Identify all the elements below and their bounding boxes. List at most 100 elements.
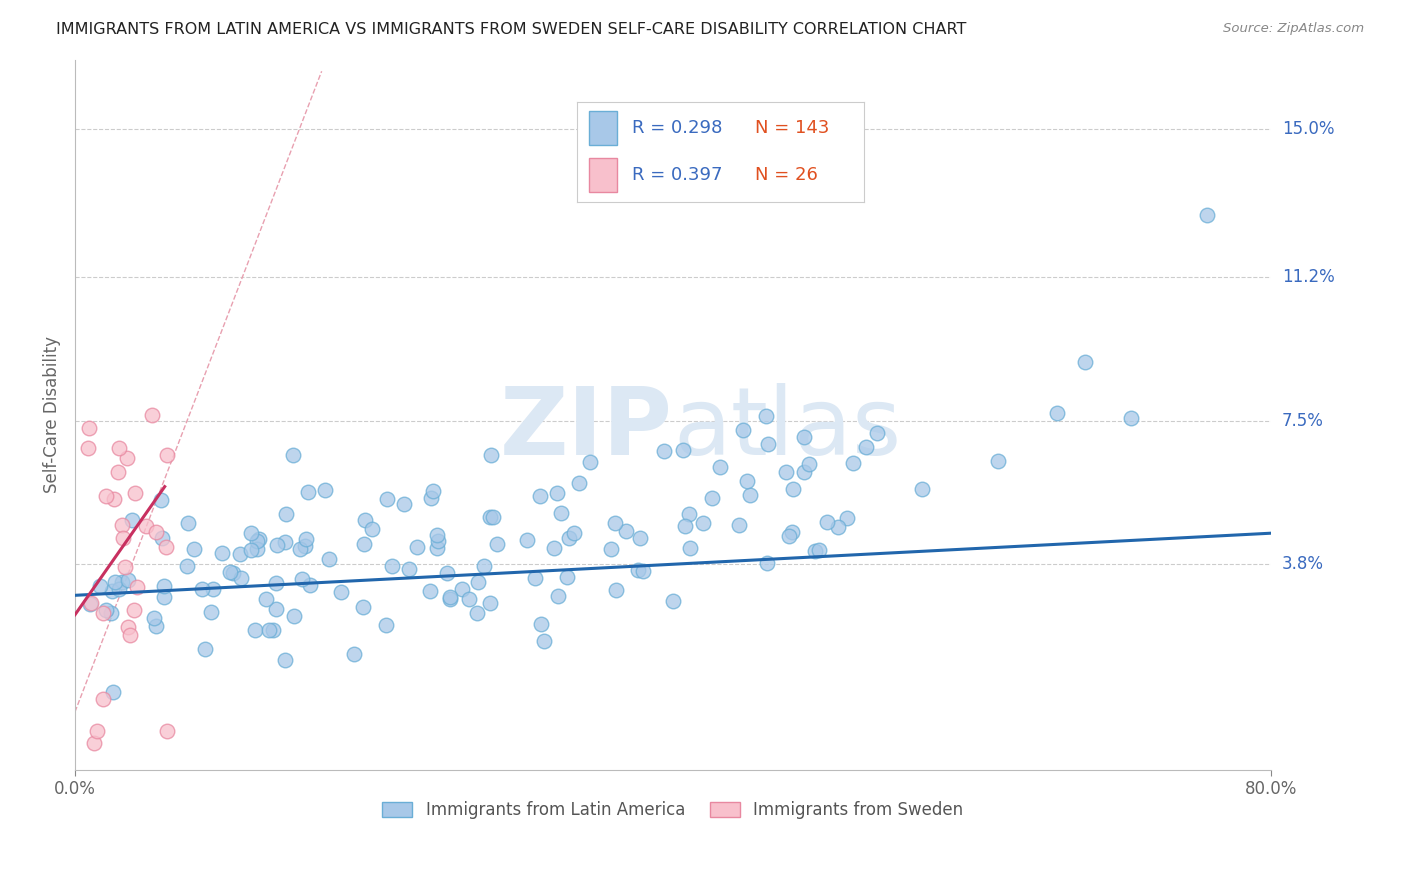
Point: [101, 583, 124, 598]
Point: [101, 685, 124, 699]
Point: [117, 620, 139, 634]
Point: [780, 524, 803, 539]
Point: [439, 591, 461, 605]
Point: [439, 592, 461, 607]
Point: [855, 440, 877, 454]
Text: ZIP: ZIP: [501, 383, 673, 475]
Point: [152, 531, 174, 545]
Point: [153, 590, 176, 604]
Point: [375, 491, 398, 506]
Point: [479, 448, 502, 462]
Point: [222, 566, 245, 580]
Point: [211, 546, 233, 560]
Point: [458, 592, 481, 607]
Point: [283, 608, 305, 623]
Point: [1119, 410, 1142, 425]
Point: [578, 455, 600, 469]
Point: [155, 448, 177, 462]
Point: [603, 516, 626, 530]
Text: 3.8%: 3.8%: [1282, 555, 1324, 574]
Point: [117, 573, 139, 587]
Point: [797, 458, 820, 472]
Point: [481, 509, 503, 524]
Point: [671, 443, 693, 458]
Point: [562, 525, 585, 540]
Point: [352, 600, 374, 615]
Point: [755, 409, 778, 423]
Point: [314, 483, 336, 498]
Point: [547, 589, 569, 603]
Point: [246, 534, 269, 549]
Point: [297, 484, 319, 499]
Point: [614, 524, 637, 538]
Legend: Immigrants from Latin America, Immigrants from Sweden: Immigrants from Latin America, Immigrant…: [375, 794, 970, 826]
Point: [835, 511, 858, 525]
Point: [1074, 355, 1097, 369]
Point: [135, 519, 157, 533]
Point: [94, 603, 117, 617]
Point: [76, 441, 98, 455]
Point: [543, 541, 565, 555]
Point: [343, 647, 366, 661]
Point: [156, 724, 179, 739]
Point: [738, 488, 761, 502]
Point: [546, 485, 568, 500]
Point: [911, 482, 934, 496]
Point: [775, 465, 797, 479]
Point: [295, 533, 318, 547]
Point: [274, 653, 297, 667]
Point: [793, 466, 815, 480]
Point: [91, 607, 114, 621]
Point: [987, 454, 1010, 468]
Point: [111, 517, 134, 532]
Text: Source: ZipAtlas.com: Source: ZipAtlas.com: [1223, 22, 1364, 36]
Text: atlas: atlas: [673, 383, 901, 475]
Point: [692, 516, 714, 530]
Point: [121, 513, 143, 527]
Point: [478, 509, 501, 524]
Point: [426, 541, 449, 555]
Point: [815, 515, 838, 529]
Point: [266, 538, 288, 552]
Point: [485, 536, 508, 550]
Point: [100, 606, 122, 620]
Point: [479, 597, 502, 611]
Point: [264, 575, 287, 590]
Point: [558, 531, 581, 545]
Point: [240, 543, 263, 558]
Point: [262, 623, 284, 637]
Point: [191, 582, 214, 596]
Point: [281, 448, 304, 462]
Point: [550, 506, 572, 520]
Point: [419, 584, 441, 599]
Point: [827, 520, 849, 534]
Point: [202, 582, 225, 597]
Point: [353, 537, 375, 551]
Point: [294, 539, 316, 553]
Text: 7.5%: 7.5%: [1282, 411, 1324, 430]
Point: [117, 450, 139, 465]
Point: [125, 580, 148, 594]
Point: [111, 575, 134, 590]
Point: [114, 560, 136, 574]
Point: [86, 724, 108, 739]
Point: [709, 459, 731, 474]
Point: [273, 535, 295, 549]
Point: [467, 574, 489, 589]
Point: [568, 476, 591, 491]
Point: [141, 408, 163, 422]
Point: [150, 492, 173, 507]
Point: [103, 492, 125, 507]
Point: [176, 516, 198, 531]
Point: [524, 572, 547, 586]
Point: [246, 541, 269, 556]
Point: [451, 582, 474, 597]
Point: [731, 424, 754, 438]
Point: [398, 562, 420, 576]
Y-axis label: Self-Care Disability: Self-Care Disability: [44, 336, 60, 493]
Point: [530, 616, 553, 631]
Point: [803, 543, 825, 558]
Point: [1195, 208, 1218, 222]
Point: [89, 579, 111, 593]
Point: [145, 525, 167, 540]
